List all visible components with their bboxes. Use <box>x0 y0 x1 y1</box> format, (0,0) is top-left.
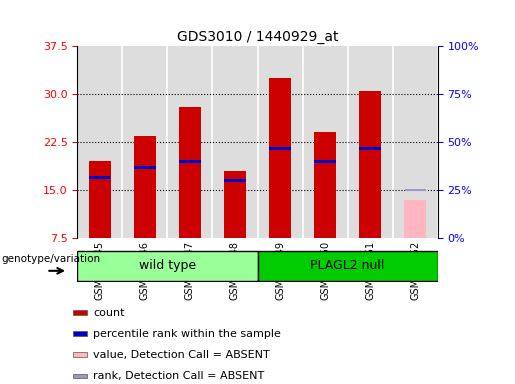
Text: genotype/variation: genotype/variation <box>2 254 100 264</box>
Bar <box>73 310 87 315</box>
Text: PLAGL2 null: PLAGL2 null <box>311 260 385 272</box>
Bar <box>404 189 426 192</box>
Bar <box>73 331 87 336</box>
Bar <box>133 136 156 238</box>
Bar <box>179 160 201 163</box>
Bar <box>314 132 336 238</box>
Bar <box>89 176 111 179</box>
Bar <box>73 353 87 357</box>
Bar <box>258 46 303 238</box>
Text: rank, Detection Call = ABSENT: rank, Detection Call = ABSENT <box>93 371 264 381</box>
Bar <box>258 251 438 281</box>
Bar <box>269 147 291 150</box>
Bar <box>77 46 123 238</box>
Text: wild type: wild type <box>139 260 196 272</box>
Bar <box>359 91 382 238</box>
Bar <box>348 46 392 238</box>
Text: value, Detection Call = ABSENT: value, Detection Call = ABSENT <box>93 350 270 360</box>
Bar <box>89 161 111 238</box>
Text: percentile rank within the sample: percentile rank within the sample <box>93 329 281 339</box>
Bar <box>212 46 258 238</box>
Title: GDS3010 / 1440929_at: GDS3010 / 1440929_at <box>177 30 338 44</box>
Bar <box>359 147 381 150</box>
Bar <box>392 46 438 238</box>
Bar <box>77 251 258 281</box>
Bar <box>167 46 212 238</box>
Bar <box>134 166 156 169</box>
Bar <box>314 160 336 163</box>
Bar <box>303 46 348 238</box>
Bar <box>179 107 201 238</box>
Bar <box>123 46 167 238</box>
Bar <box>224 171 246 238</box>
Bar <box>73 374 87 378</box>
Bar <box>224 179 246 182</box>
Bar <box>269 78 291 238</box>
Bar <box>404 200 426 238</box>
Text: count: count <box>93 308 125 318</box>
